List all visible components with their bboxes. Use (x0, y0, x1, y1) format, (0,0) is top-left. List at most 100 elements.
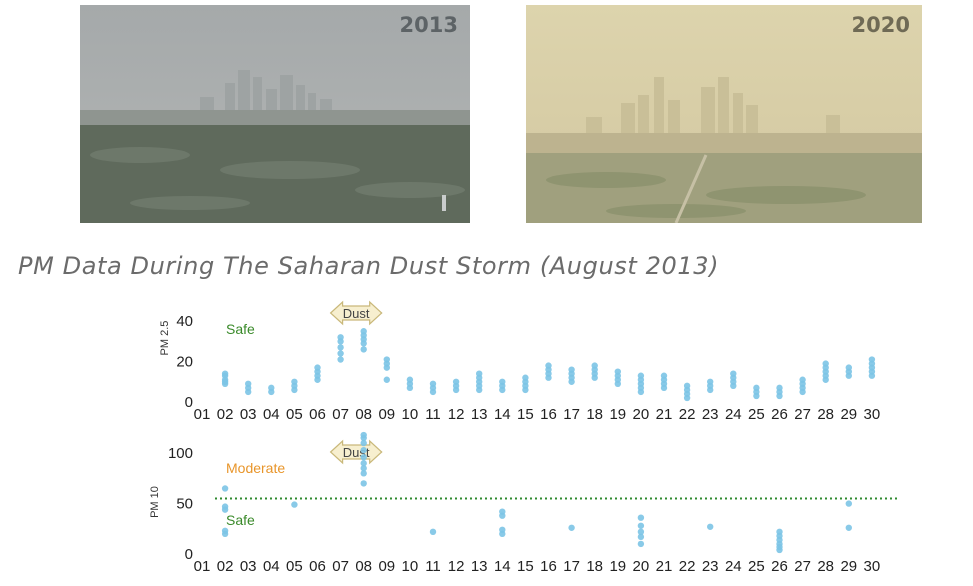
x-tick-label: 17 (563, 406, 580, 423)
x-tick-label: 22 (679, 406, 696, 423)
data-point (683, 382, 691, 390)
data-point (337, 344, 344, 351)
x-tick-label: 09 (378, 558, 395, 575)
data-point (429, 528, 437, 536)
x-tick-label: 25 (748, 558, 765, 575)
data-point (476, 370, 483, 377)
data-point (799, 376, 806, 383)
data-point (822, 360, 829, 367)
x-tick-label: 04 (263, 558, 280, 575)
y-axis-label: PM 2.5 (159, 321, 171, 356)
x-tick-label: 30 (864, 406, 881, 423)
x-tick-label: 18 (586, 406, 603, 423)
x-tick-label: 19 (609, 558, 626, 575)
data-point (221, 370, 229, 377)
data-point (383, 356, 390, 363)
data-point (360, 328, 367, 335)
x-tick-label: 24 (725, 406, 742, 423)
y-tick-label: 0 (185, 394, 193, 411)
data-point (776, 528, 783, 536)
data-point (845, 364, 852, 371)
data-point (568, 524, 575, 531)
x-tick-label: 07 (332, 406, 349, 423)
dust-arrow (329, 300, 383, 326)
data-point (637, 514, 645, 521)
x-tick-label: 24 (725, 558, 742, 575)
x-tick-label: 03 (240, 558, 257, 575)
data-point (868, 356, 876, 363)
data-point (637, 540, 645, 548)
x-tick-label: 01 (194, 406, 211, 423)
y-tick-label: 20 (176, 354, 193, 371)
x-tick-label: 28 (817, 406, 834, 423)
data-point (360, 454, 367, 461)
data-point (221, 485, 229, 492)
x-tick-label: 12 (448, 406, 465, 423)
x-tick-label: 20 (633, 558, 650, 575)
x-tick-label: 29 (840, 406, 857, 423)
x-tick-label: 05 (286, 558, 303, 575)
dust-label: Dust (343, 306, 370, 321)
data-point (730, 370, 737, 377)
data-point (360, 465, 367, 472)
data-point (707, 523, 714, 530)
year-label: 2020 (851, 13, 910, 37)
x-tick-label: 05 (286, 406, 303, 423)
y-tick-label: 50 (176, 496, 193, 513)
zone-label: Moderate (226, 460, 285, 476)
data-point (499, 526, 506, 533)
data-point (337, 334, 344, 341)
data-point (245, 380, 252, 387)
x-tick-label: 08 (355, 406, 372, 423)
x-tick-label: 13 (471, 406, 488, 423)
data-point (291, 378, 298, 385)
x-tick-label: 02 (217, 558, 234, 575)
x-tick-label: 20 (633, 406, 650, 423)
x-tick-label: 21 (656, 558, 673, 575)
x-tick-label: 26 (771, 558, 788, 575)
data-point (776, 384, 783, 392)
data-point (360, 470, 367, 477)
y-tick-label: 100 (168, 445, 193, 462)
x-tick-label: 08 (355, 558, 372, 575)
data-point (360, 480, 367, 487)
x-tick-label: 09 (378, 406, 395, 423)
data-point (360, 460, 367, 467)
data-point (499, 378, 506, 385)
x-tick-label: 02 (217, 406, 234, 423)
zone-label: Safe (226, 512, 255, 528)
x-tick-label: 14 (494, 406, 511, 423)
x-tick-label: 11 (425, 406, 441, 423)
x-tick-label: 07 (332, 558, 349, 575)
x-tick-label: 15 (517, 406, 534, 423)
y-tick-label: 40 (176, 313, 193, 330)
data-point (568, 366, 575, 373)
x-tick-label: 15 (517, 558, 534, 575)
data-point (637, 528, 645, 536)
data-point (637, 372, 645, 379)
x-tick-label: 19 (609, 406, 626, 423)
x-tick-label: 27 (794, 558, 811, 575)
data-point (845, 524, 852, 531)
x-tick-label: 12 (448, 558, 465, 575)
x-tick-label: 23 (702, 558, 719, 575)
zone-label: Safe (226, 321, 255, 337)
x-tick-label: 10 (402, 406, 419, 423)
photo-2013: 2013 (80, 5, 470, 223)
houston-skyline-2020-image (526, 5, 922, 223)
data-point (545, 362, 552, 369)
data-point (637, 522, 645, 529)
x-tick-label: 28 (817, 558, 834, 575)
data-point (522, 374, 529, 381)
x-tick-label: 16 (540, 406, 557, 423)
data-point (360, 439, 367, 447)
x-tick-label: 06 (309, 406, 326, 423)
data-point (845, 500, 852, 507)
data-point (637, 533, 645, 541)
data-point (499, 508, 506, 515)
x-tick-label: 03 (240, 406, 257, 423)
x-tick-label: 17 (563, 558, 580, 575)
data-point (753, 384, 760, 392)
data-point (591, 362, 598, 369)
